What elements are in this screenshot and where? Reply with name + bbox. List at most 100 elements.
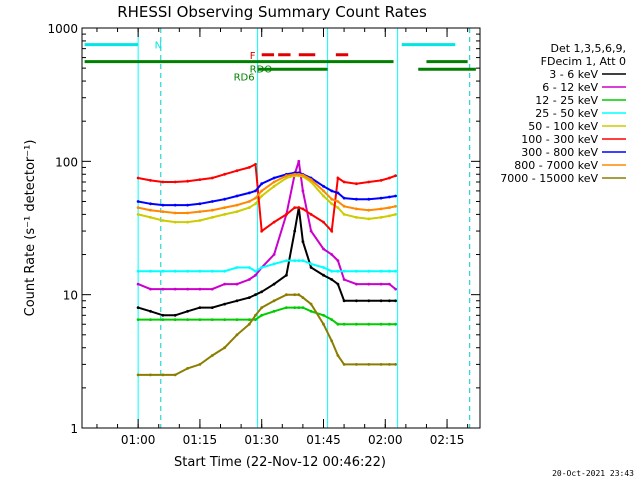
data-point-2-13 — [285, 306, 288, 309]
data-point-2-22 — [355, 322, 358, 326]
data-point-5-24 — [379, 179, 383, 182]
data-point-8-3 — [173, 373, 177, 377]
data-point-2-21 — [342, 322, 346, 326]
data-point-5-21 — [342, 180, 346, 184]
data-point-7-10 — [254, 196, 257, 200]
data-point-7-6 — [210, 208, 214, 212]
plot-frame — [81, 27, 481, 429]
data-point-5-18 — [322, 220, 325, 224]
x-axis: 01:00 01:15 01:30 01:45 02:00 02:15 — [96, 28, 469, 447]
data-point-8-14 — [293, 293, 297, 297]
series-lines — [136, 159, 397, 377]
data-point-5-10 — [254, 162, 257, 166]
data-point-3-1 — [149, 269, 152, 273]
data-point-7-14 — [293, 172, 297, 176]
data-point-2-20 — [336, 322, 340, 326]
data-point-3-12 — [272, 262, 276, 266]
y-axis: 1 10 100 1000 — [47, 22, 480, 436]
data-point-3-14 — [293, 259, 297, 262]
data-point-3-18 — [322, 266, 325, 269]
y-axis-title: Count Rate (s⁻¹ detector⁻¹) — [23, 140, 38, 317]
data-point-6-1 — [149, 202, 152, 206]
data-point-5-9 — [247, 166, 251, 169]
data-point-8-1 — [149, 373, 152, 377]
data-point-4-26 — [394, 213, 397, 216]
data-point-3-17 — [309, 262, 313, 266]
data-point-0-10 — [254, 293, 257, 297]
status-bar-label-rd6: RD6 — [234, 72, 255, 83]
data-point-5-2 — [161, 180, 165, 184]
data-point-6-11 — [260, 182, 264, 186]
data-point-0-13 — [285, 273, 288, 277]
data-point-4-1 — [149, 216, 152, 219]
data-point-1-2 — [161, 287, 165, 291]
data-point-6-6 — [210, 200, 214, 203]
data-point-0-5 — [198, 306, 202, 309]
data-point-5-12 — [272, 220, 276, 224]
data-point-6-7 — [223, 197, 227, 201]
data-point-2-0 — [136, 318, 140, 321]
data-point-6-0 — [136, 200, 140, 203]
data-point-7-26 — [394, 204, 397, 208]
data-point-4-18 — [322, 194, 325, 198]
data-point-1-5 — [198, 287, 202, 291]
data-point-1-9 — [247, 278, 251, 281]
data-point-5-17 — [309, 213, 313, 216]
data-point-5-26 — [394, 174, 397, 178]
data-point-5-13 — [285, 213, 288, 216]
data-point-8-7 — [223, 346, 227, 350]
data-point-2-5 — [198, 318, 202, 321]
data-point-8-10 — [254, 313, 257, 317]
data-point-0-6 — [210, 306, 214, 309]
status-bars: NFRDORD6 — [84, 41, 476, 83]
data-point-4-25 — [388, 214, 391, 218]
data-point-6-5 — [198, 202, 202, 206]
data-point-2-19 — [330, 318, 334, 321]
data-point-1-10 — [254, 273, 257, 277]
data-point-4-13 — [285, 176, 288, 180]
data-point-4-10 — [254, 202, 257, 206]
data-point-1-19 — [330, 253, 334, 256]
data-point-6-18 — [322, 184, 325, 188]
data-point-1-6 — [210, 287, 214, 291]
data-point-6-25 — [388, 195, 391, 199]
data-point-8-8 — [235, 333, 239, 337]
data-point-2-10 — [254, 318, 257, 321]
data-point-6-26 — [394, 194, 397, 198]
data-point-8-12 — [272, 299, 276, 303]
data-point-7-18 — [322, 189, 325, 193]
data-point-4-2 — [161, 219, 165, 222]
data-point-2-2 — [161, 318, 165, 321]
data-point-7-0 — [136, 206, 140, 210]
x-tick-label: 01:00 — [121, 433, 156, 447]
data-point-8-26 — [394, 363, 397, 366]
data-point-0-9 — [247, 296, 251, 299]
data-point-1-15 — [297, 159, 301, 163]
data-point-3-0 — [136, 269, 140, 273]
data-point-4-9 — [247, 206, 251, 210]
generation-timestamp: 20-Oct-2021 23:43 — [552, 469, 634, 478]
data-point-3-16 — [301, 259, 305, 262]
data-point-1-8 — [235, 282, 239, 286]
data-point-5-22 — [355, 182, 358, 186]
data-point-2-24 — [379, 322, 383, 326]
data-point-6-10 — [254, 189, 257, 193]
data-point-0-21 — [342, 299, 346, 303]
data-point-5-14 — [293, 206, 297, 210]
data-point-8-23 — [367, 363, 371, 366]
data-point-7-2 — [161, 210, 165, 214]
data-point-7-1 — [149, 208, 152, 212]
data-point-8-2 — [161, 373, 165, 377]
data-point-7-15 — [297, 172, 301, 176]
data-point-5-0 — [136, 176, 140, 180]
data-point-7-22 — [355, 207, 358, 211]
data-point-1-12 — [272, 253, 276, 256]
legend-entry-label: 6 - 12 keV — [542, 81, 598, 94]
data-point-2-23 — [367, 322, 371, 326]
data-point-5-25 — [388, 176, 391, 180]
data-point-6-2 — [161, 203, 165, 207]
data-point-3-4 — [186, 269, 190, 273]
data-point-5-1 — [149, 179, 152, 182]
data-point-8-22 — [355, 363, 358, 366]
data-point-8-21 — [342, 363, 346, 366]
